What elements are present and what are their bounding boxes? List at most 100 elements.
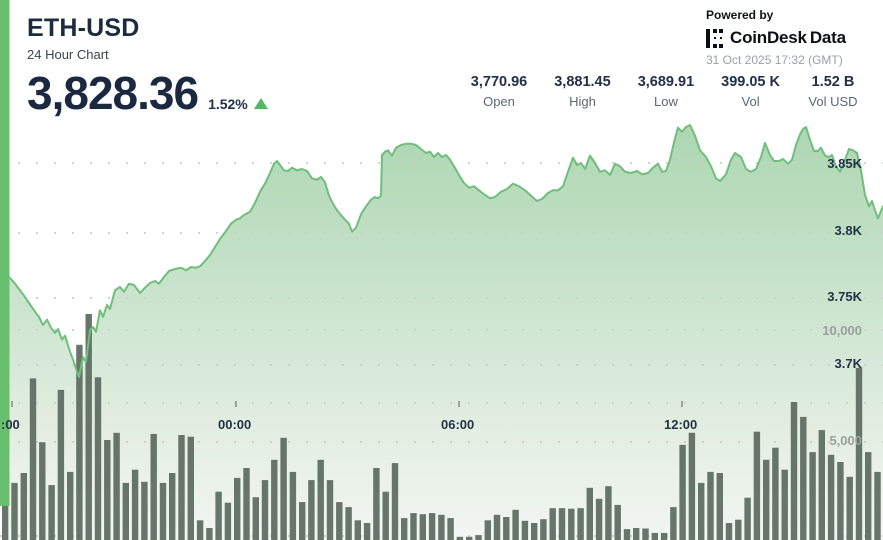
volume-bar [679,444,686,540]
stat-label: Low [653,94,678,109]
volume-bar [428,513,436,540]
volume-bar [234,477,241,540]
volume-bar [827,454,835,540]
volume-bar [373,468,380,540]
volume-bar [837,462,844,540]
price-axis-label: 3.8K [834,223,862,238]
volume-bar [410,513,417,540]
volume-bar [289,471,297,540]
volume-bar [790,402,798,540]
volume-bar [540,519,547,540]
volume-bar [336,502,343,540]
volume-bar [308,480,315,540]
stat-label: Open [483,94,515,109]
change-percent: 1.52% [208,96,248,112]
volume-bar [224,502,232,540]
volume-bar [317,459,324,540]
volume-bar [846,476,853,540]
stat-label: Vol [741,94,760,109]
volume-bar [85,314,92,540]
volume-bar [438,514,445,540]
volume-bar [763,459,770,540]
volume-bar [178,435,185,540]
volume-bar [363,523,371,540]
powered-by-label: Powered by [706,8,774,22]
volume-bar [735,519,742,540]
stat-high: 3,881.45 High [554,74,610,109]
volume-bar [11,482,18,540]
time-axis-label: 00:00 [218,417,252,432]
price-axis-label: 3.75K [827,289,862,304]
price-axis-label: 3.7K [834,356,862,371]
page-title: ETH-USD [27,14,140,42]
volume-bar [280,437,287,540]
volume-bar [623,529,631,540]
volume-bar [660,532,668,540]
volume-bar [781,469,788,540]
coindesk-logo[interactable]: CoinDesk Data [706,28,846,48]
volume-bar [466,536,473,540]
volume-bar [131,469,139,540]
chart-subtitle: 24 Hour Chart [27,47,109,62]
volume-bar [800,416,807,540]
volume-bar [688,432,696,540]
volume-bar [642,528,649,540]
volume-bar [20,473,27,540]
volume-bar [614,504,621,540]
volume-bar [113,432,120,540]
price-area-fill [9,125,883,540]
time-axis-label: :00 [1,417,20,432]
volume-bar [401,518,408,540]
volume-bar [744,497,751,540]
volume-bar [48,485,55,540]
stat-label: Vol USD [808,94,858,109]
volume-bar [698,482,705,540]
volume-bar [651,532,658,540]
stat-vol-usd: 1.52 B Vol USD [807,74,859,109]
volume-bar [67,471,74,540]
coindesk-logo-icon [706,28,725,48]
stat-value: 3,881.45 [554,74,611,90]
volume-bar [252,497,259,540]
stat-value: 1.52 B [811,74,855,90]
stat-value: 3,770.96 [470,74,528,90]
chart-header: ETH-USD 24 Hour Chart [27,14,140,62]
volume-bar [865,452,872,540]
volume-bar [772,447,779,540]
volume-bar [345,507,352,540]
volume-bar [391,463,399,540]
volume-bar [595,498,603,540]
stat-vol: 399.05 K Vol [721,74,780,109]
volume-bar [141,481,148,540]
volume-bar [707,471,714,540]
volume-bar [577,508,584,540]
volume-bar [326,480,334,540]
volume-bar [568,508,575,540]
volume-bar [456,536,464,540]
volume-bar [206,528,213,540]
volume-bar [382,491,389,540]
left-edge-strip [0,0,10,506]
price-axis-label: 3.85K [827,156,862,171]
stat-label: High [569,94,596,109]
volume-bar [670,507,677,540]
branding-block: Powered by CoinDesk Data 31 Oct 2025 17:… [706,8,846,67]
stat-open: 3,770.96 Open [471,74,527,109]
volume-bar [243,468,250,540]
volume-bar [76,344,83,540]
volume-bar [94,377,102,540]
volume-bar [261,480,269,540]
volume-bar [475,535,482,540]
stat-value: 399.05 K [721,74,780,90]
volume-bar [512,509,519,540]
time-axis-label: 06:00 [441,417,475,432]
volume-bar [169,473,176,540]
volume-bar [354,520,361,540]
volume-bar [725,523,733,540]
volume-bar [716,473,723,540]
ohlc-stats-row: 3,770.96 Open 3,881.45 High 3,689.91 Low 399.0… [471,74,859,109]
volume-bar [419,514,426,540]
volume-bar [215,491,222,540]
